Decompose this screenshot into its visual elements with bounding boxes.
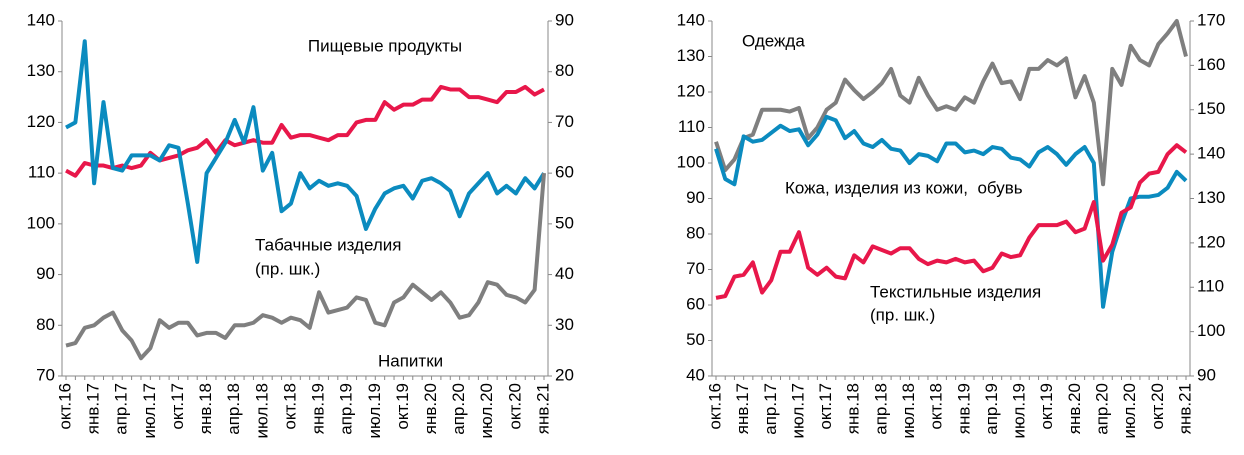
y-tick-label: 80 <box>36 315 55 334</box>
y-tick-label: 130 <box>27 61 55 80</box>
annotation: (пр. шк.) <box>255 259 320 278</box>
x-tick-label: окт.17 <box>168 383 187 430</box>
x-tick-label: июл.18 <box>252 383 271 438</box>
x-tick-label: апр.17 <box>761 383 780 435</box>
x-tick-label: апр.19 <box>982 383 1001 435</box>
y-tick-label: 120 <box>27 112 55 131</box>
x-tick-label: апр.17 <box>112 383 131 435</box>
y2-tick-label: 150 <box>1197 99 1225 118</box>
x-tick-label: июл.20 <box>477 383 496 438</box>
y-tick-label: 140 <box>27 10 55 29</box>
y-tick-label: 60 <box>686 294 705 313</box>
series-label: Текстильные изделия <box>870 282 1041 301</box>
series-label: Кожа, изделия из кожи, обувь <box>785 178 1023 197</box>
x-tick-label: янв.21 <box>1175 383 1194 434</box>
x-tick-label: окт.20 <box>1148 383 1167 430</box>
y-tick-label: 100 <box>677 152 705 171</box>
y2-tick-label: 90 <box>1197 365 1216 384</box>
x-tick-label: янв.17 <box>84 383 103 434</box>
x-tick-label: апр.20 <box>1093 383 1112 435</box>
y2-tick-label: 80 <box>555 61 574 80</box>
series-line <box>715 143 1188 300</box>
y2-tick-label: 30 <box>555 315 574 334</box>
y-tick-label: 90 <box>686 188 705 207</box>
y2-tick-label: 100 <box>1197 321 1225 340</box>
series-line <box>65 39 546 264</box>
series-line <box>65 84 545 178</box>
y2-tick-label: 60 <box>555 163 574 182</box>
x-tick-label: июл.18 <box>899 383 918 438</box>
series-label: Одежда <box>742 31 805 50</box>
y2-tick-label: 130 <box>1197 188 1225 207</box>
y-tick-label: 110 <box>678 117 705 136</box>
y2-tick-label: 170 <box>1197 10 1225 29</box>
y2-tick-label: 50 <box>555 213 574 232</box>
x-tick-label: июл.20 <box>1120 383 1139 438</box>
x-tick-label: окт.20 <box>505 383 524 430</box>
y-tick-label: 100 <box>27 213 55 232</box>
x-tick-label: апр.18 <box>871 383 890 435</box>
series-line <box>714 114 1188 309</box>
x-tick-label: окт.19 <box>393 383 412 430</box>
x-tick-label: июл.17 <box>788 383 807 438</box>
y-tick-label: 40 <box>686 365 705 384</box>
x-tick-label: апр.18 <box>224 383 243 435</box>
series-label: Напитки <box>378 351 443 370</box>
x-tick-label: янв.19 <box>309 383 328 434</box>
chart: 40 50 60 70 80 90 100 110 120 130 140 90 100 110 120 13… <box>677 10 1226 438</box>
y-tick-label: 130 <box>677 46 705 65</box>
x-tick-label: апр.20 <box>449 383 468 435</box>
x-tick-label: июл.19 <box>365 383 384 438</box>
series-line <box>714 19 1188 187</box>
series-line <box>65 172 546 361</box>
annotation: (пр. шк.) <box>870 305 935 324</box>
y2-tick-label: 140 <box>1197 144 1225 163</box>
y2-tick-label: 20 <box>555 365 574 384</box>
series-label: Табачные изделия <box>255 235 402 254</box>
chart: 70 80 90 100 110 120 130 140 20 30 40 50 60 70 80 90 окт… <box>27 10 574 438</box>
y-tick-label: 90 <box>36 264 55 283</box>
x-tick-label: янв.18 <box>844 383 863 434</box>
y-tick-label: 70 <box>36 365 55 384</box>
y2-tick-label: 160 <box>1197 55 1225 74</box>
x-tick-label: окт.16 <box>705 383 724 430</box>
y2-tick-label: 40 <box>555 264 574 283</box>
x-tick-label: окт.17 <box>816 383 835 430</box>
y2-tick-label: 110 <box>1197 277 1224 296</box>
y-tick-label: 110 <box>28 163 55 182</box>
x-tick-label: янв.21 <box>533 383 552 434</box>
y-tick-label: 50 <box>686 330 705 349</box>
y-tick-label: 80 <box>686 223 705 242</box>
x-tick-label: окт.16 <box>55 383 74 430</box>
x-tick-label: янв.20 <box>421 383 440 434</box>
series-label: Пищевые продукты <box>308 36 462 55</box>
y-tick-label: 140 <box>677 10 705 29</box>
x-tick-label: окт.19 <box>1037 383 1056 430</box>
y-tick-label: 120 <box>677 81 705 100</box>
x-tick-label: июл.17 <box>140 383 159 438</box>
x-tick-label: июл.19 <box>1010 383 1029 438</box>
y2-tick-label: 120 <box>1197 232 1225 251</box>
x-tick-label: янв.20 <box>1065 383 1084 434</box>
x-tick-label: окт.18 <box>927 383 946 430</box>
x-tick-label: янв.17 <box>733 383 752 434</box>
y-tick-label: 70 <box>686 259 705 278</box>
y2-tick-label: 90 <box>555 10 574 29</box>
x-tick-label: окт.18 <box>280 383 299 430</box>
x-tick-label: апр.19 <box>337 383 356 435</box>
x-tick-label: янв.19 <box>954 383 973 434</box>
x-tick-label: янв.18 <box>196 383 215 434</box>
y2-tick-label: 70 <box>555 112 574 131</box>
